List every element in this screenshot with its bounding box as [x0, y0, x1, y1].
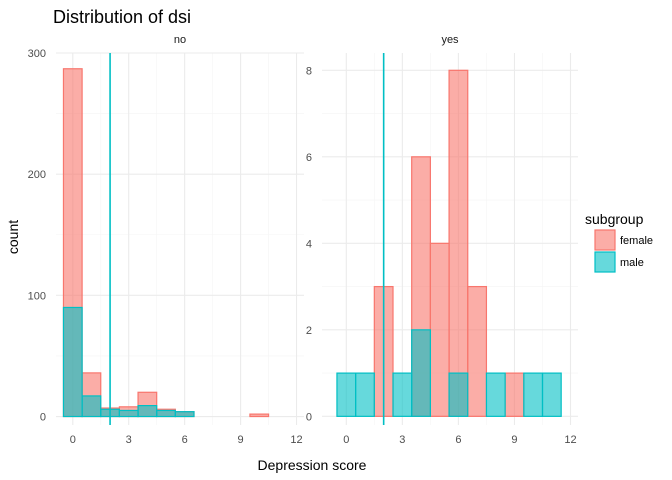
y-tick-label: 300: [28, 48, 46, 60]
y-tick-label: 200: [28, 169, 46, 181]
x-tick-label: 12: [290, 434, 302, 446]
male-bar: [485, 372, 506, 417]
male-bar: [411, 329, 431, 417]
y-tick-label: 2: [306, 325, 312, 337]
female-bar: [467, 285, 488, 417]
legend-title: subgroup: [585, 211, 644, 227]
female-bar: [448, 69, 469, 417]
female-bar: [249, 413, 270, 418]
legend-key-male: [594, 251, 616, 273]
male-bar: [355, 372, 375, 417]
male-bar: [156, 409, 176, 418]
facet-panel-no: 0 3 6 9 12 0 100 200 300 no: [28, 34, 304, 446]
y-tick-label: 6: [306, 152, 312, 164]
x-axis-title: Depression score: [258, 457, 367, 473]
chart-title: Distribution of dsi: [53, 7, 191, 27]
legend: subgroup female male: [585, 211, 653, 273]
male-bar: [541, 372, 562, 417]
x-tick-label: 3: [126, 434, 132, 446]
y-tick-label: 100: [28, 290, 46, 302]
y-tick-label: 8: [306, 65, 312, 77]
female-bar: [429, 242, 450, 417]
male-bar: [81, 395, 102, 418]
male-bar: [448, 372, 469, 417]
male-bar: [174, 411, 195, 418]
x-tick-label: 0: [70, 434, 76, 446]
x-tick-label: 9: [238, 434, 244, 446]
male-bar: [137, 405, 158, 418]
male-bar: [523, 372, 544, 417]
y-tick-label: 0: [40, 412, 46, 424]
male-bar: [62, 306, 83, 418]
x-tick-label: 3: [399, 434, 405, 446]
x-tick-label: 0: [343, 434, 349, 446]
x-tick-label: 9: [511, 434, 517, 446]
y-axis-title: count: [5, 220, 21, 254]
female-bar: [504, 372, 525, 417]
x-tick-label: 6: [182, 434, 188, 446]
facet-panel-yes: 0 3 6 9 12 0 2 4 6 8 yes: [306, 34, 578, 446]
x-tick-label: 6: [455, 434, 461, 446]
male-bar: [118, 409, 139, 418]
y-tick-label: 0: [306, 411, 312, 423]
x-tick-label: 12: [564, 434, 576, 446]
legend-label-female: female: [620, 235, 653, 247]
male-bar: [392, 372, 413, 417]
facet-strip-label: yes: [441, 34, 459, 46]
facet-strip-label: no: [174, 34, 186, 46]
y-tick-label: 4: [306, 238, 312, 250]
legend-key-female: [594, 229, 616, 251]
male-bar: [336, 372, 357, 417]
legend-label-male: male: [620, 257, 644, 269]
